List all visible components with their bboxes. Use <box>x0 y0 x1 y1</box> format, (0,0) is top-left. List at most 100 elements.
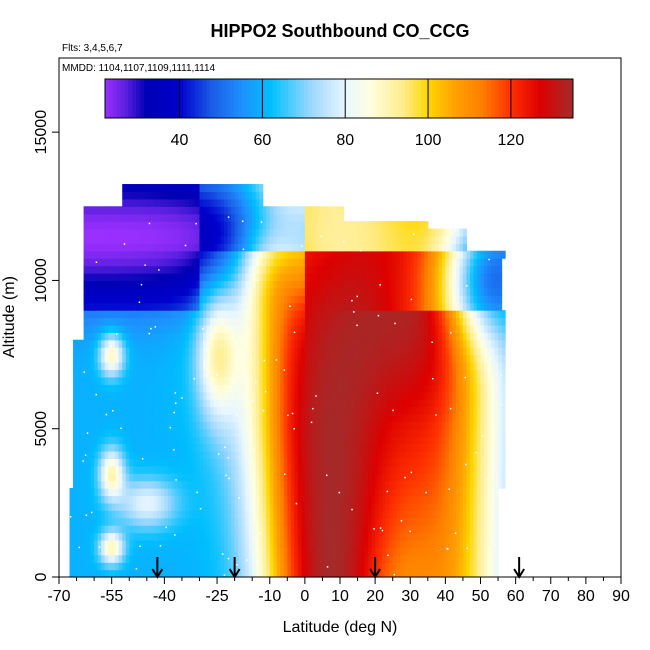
heat-cell <box>491 480 496 489</box>
heat-cell <box>297 273 302 282</box>
heat-cell <box>413 562 418 571</box>
heat-cell <box>167 354 172 363</box>
heat-cell <box>125 547 130 556</box>
heat-cell <box>501 413 506 422</box>
heat-cell <box>322 450 327 459</box>
heat-cell <box>417 347 422 356</box>
heat-cell <box>255 428 260 437</box>
heat-cell <box>224 562 229 571</box>
heat-cell <box>431 502 436 511</box>
heat-cell <box>269 473 274 482</box>
heat-cell <box>480 324 485 333</box>
heat-cell <box>392 347 397 356</box>
heat-cell <box>220 280 225 289</box>
heat-cell <box>83 413 88 422</box>
heat-cell <box>262 562 267 571</box>
heat-cell <box>87 310 92 319</box>
heat-cell <box>276 532 281 541</box>
heat-cell <box>290 450 295 459</box>
heat-cell <box>125 317 130 326</box>
heat-cell <box>160 421 165 430</box>
heat-cell <box>420 295 425 304</box>
heat-cell <box>480 436 485 445</box>
heat-cell <box>392 525 397 534</box>
heat-cell <box>304 317 309 326</box>
heat-cell <box>501 317 506 326</box>
heat-cell <box>311 554 317 563</box>
heat-cell <box>167 495 172 504</box>
heat-cell <box>195 399 201 408</box>
heat-cell <box>125 406 130 415</box>
heat-cell <box>245 554 250 563</box>
heat-cell <box>290 280 295 289</box>
heat-cell <box>262 465 267 474</box>
heat-cell <box>234 280 239 289</box>
heat-cell <box>167 465 172 474</box>
heat-cell <box>480 317 485 326</box>
heat-cell <box>139 376 144 385</box>
heat-cell <box>473 539 478 548</box>
heat-cell <box>445 332 450 341</box>
heat-cell <box>498 399 503 408</box>
heat-cell <box>122 547 127 556</box>
heat-cell <box>150 376 155 385</box>
heat-cell <box>350 569 355 578</box>
heat-cell <box>287 332 292 341</box>
heat-cell <box>87 436 92 445</box>
heat-cell <box>438 532 443 541</box>
heat-cell <box>385 399 390 408</box>
heat-cell <box>217 369 222 378</box>
heat-cell <box>181 443 187 452</box>
heat-cell <box>329 488 334 497</box>
heat-cell <box>340 399 345 408</box>
heat-cell <box>287 413 292 422</box>
heat-cell <box>480 399 485 408</box>
heat-cell <box>441 361 446 370</box>
heat-cell <box>322 488 327 497</box>
heat-cell <box>434 436 439 445</box>
heat-cell <box>76 502 81 511</box>
heat-cell <box>195 473 201 482</box>
heat-cell <box>167 562 172 571</box>
heat-cell <box>445 361 450 370</box>
heat-cell <box>160 443 165 452</box>
heat-cell <box>150 354 155 363</box>
heat-cell <box>431 310 436 319</box>
heat-cell <box>241 273 246 282</box>
heat-cell <box>487 354 492 363</box>
heat-cell <box>276 317 281 326</box>
heat-cell <box>424 376 429 385</box>
heat-cell <box>466 458 471 467</box>
heat-cell <box>248 554 253 563</box>
heat-cell <box>283 339 288 348</box>
heat-cell <box>462 465 468 474</box>
heat-cell <box>90 347 95 356</box>
heat-cell <box>210 436 215 445</box>
heat-cell <box>487 480 492 489</box>
heat-cell <box>276 488 281 497</box>
heat-cell <box>115 347 120 356</box>
heat-cell <box>399 436 404 445</box>
heat-cell <box>491 391 496 400</box>
heat-cell <box>484 525 489 534</box>
heat-cell <box>420 547 425 556</box>
heat-cell <box>255 539 260 548</box>
heat-cell <box>227 384 232 393</box>
heat-cell <box>255 280 260 289</box>
heat-cell <box>217 428 222 437</box>
heat-cell <box>417 495 422 504</box>
heat-cell <box>231 273 236 282</box>
heat-cell <box>480 391 485 400</box>
heat-cell <box>188 302 194 311</box>
heat-cell <box>417 332 422 341</box>
heat-cell <box>438 547 443 556</box>
heat-cell <box>224 510 229 519</box>
heat-cell <box>410 273 415 282</box>
heat-cell <box>403 480 408 489</box>
heat-cell <box>466 465 471 474</box>
heat-cell <box>90 562 95 571</box>
heat-cell <box>97 428 102 437</box>
heat-cell <box>185 421 190 430</box>
heat-cell <box>262 502 267 511</box>
heat-cell <box>396 473 401 482</box>
